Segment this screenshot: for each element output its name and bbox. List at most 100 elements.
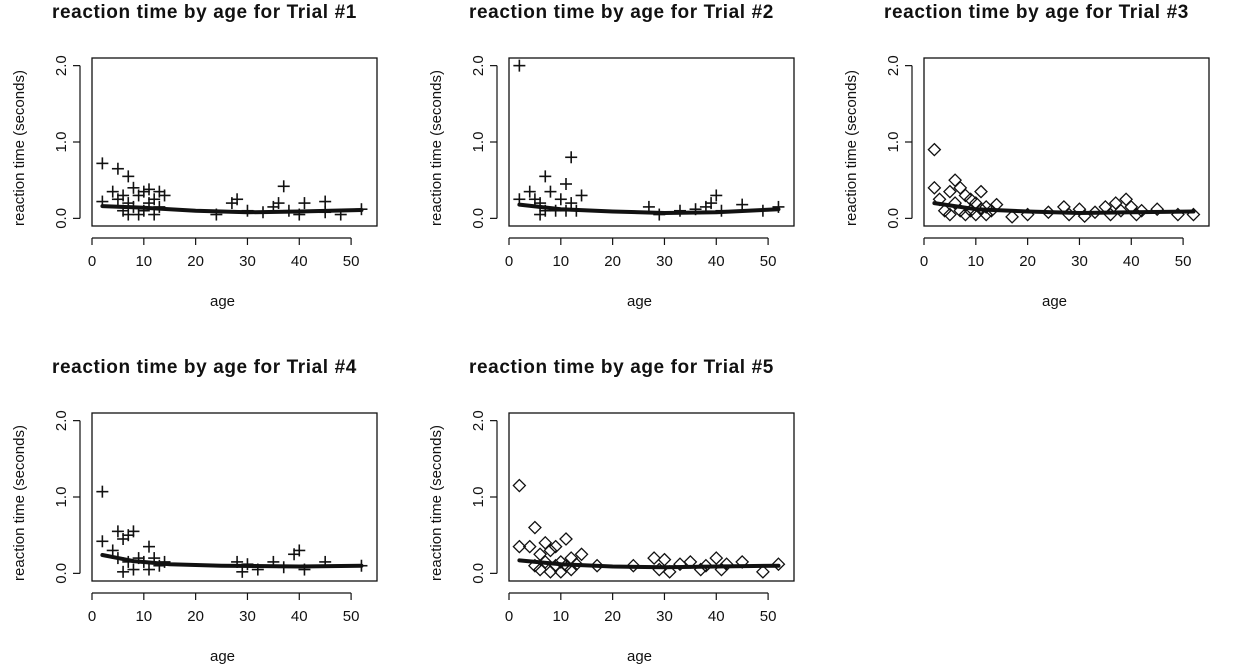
y-axis-label: reaction time (seconds) [11,425,28,581]
x-tick-label: 0 [88,253,96,270]
x-tick-label: 30 [1071,253,1088,270]
data-point [647,551,662,566]
data-point [127,563,140,576]
x-tick-label: 40 [1123,253,1140,270]
x-axis-label: age [627,648,652,664]
data-point [523,185,536,198]
data-point [565,151,578,164]
x-tick-label: 0 [88,608,96,625]
y-tick-label: 1.0 [470,487,487,508]
data-point [127,525,140,538]
x-tick-label: 20 [187,253,204,270]
y-tick-label: 0.0 [470,208,487,229]
data-point [554,193,567,206]
x-tick-label: 0 [505,253,513,270]
data-point [564,562,579,577]
x-tick-label: 30 [239,253,256,270]
y-tick-label: 2.0 [885,55,902,76]
x-tick-label: 40 [291,608,308,625]
data-point [143,183,155,196]
data-point [559,532,573,546]
x-axis-label: age [627,293,652,310]
data-point [565,197,578,210]
y-tick-label: 2.0 [470,55,487,76]
y-tick-label: 2.0 [470,410,487,431]
x-tick-label: 50 [343,253,360,270]
x-axis-label: age [210,648,235,664]
chart-panel-3: reaction time by age for Trial #3 0 10 20 30… [843,2,1210,310]
x-tick-label: 10 [135,253,152,270]
x-tick-label: 30 [239,608,256,625]
data-point [574,547,589,562]
data-point [569,557,584,572]
chart-panel-4: reaction time by age for Trial #4 0 10 20 30… [11,357,378,664]
data-point [927,180,942,195]
data-point [948,173,963,188]
data-point [538,554,553,569]
data-point [522,539,537,554]
y-tick-label: 0.0 [53,563,70,584]
plot-frame [91,57,378,227]
data-point [771,557,786,572]
data-point [143,563,155,576]
data-point [512,478,527,493]
x-tick-label: 20 [187,608,204,625]
y-axis-label: reaction time (seconds) [11,70,28,226]
y-tick-label: 0.0 [53,208,70,229]
data-point [148,193,161,206]
y-tick-label: 1.0 [53,132,70,153]
data-point [127,181,140,194]
data-point [662,564,677,579]
plot-frame [91,412,378,582]
data-point [698,558,713,573]
data-point [709,551,724,566]
data-point [527,520,542,535]
data-point [548,539,563,554]
x-tick-label: 10 [552,608,569,625]
data-point [958,188,973,203]
data-point [942,184,957,199]
chart-title: reaction time by age for Trial #3 [884,2,1189,23]
x-tick-label: 30 [656,608,673,625]
data-point [539,170,552,183]
data-point [674,204,686,217]
x-tick-label: 40 [291,253,308,270]
data-point [575,189,588,202]
data-point [111,525,124,538]
y-tick-label: 1.0 [470,132,487,153]
chart-title: reaction time by age for Trial #5 [469,357,774,378]
y-axis-label: reaction time (seconds) [428,70,445,226]
data-point [106,544,119,557]
data-point [272,197,285,210]
data-point [543,543,558,558]
data-point [719,557,734,572]
data-point [1088,205,1102,220]
data-point [937,203,952,218]
y-tick-label: 1.0 [53,487,70,508]
data-point [96,157,109,170]
data-point [560,178,572,190]
trend-line [517,558,781,570]
data-point [117,565,130,578]
x-axis-label: age [1042,293,1067,310]
data-point [513,59,526,72]
data-point [1150,202,1165,217]
plot-frame [508,57,795,227]
data-point [298,197,311,210]
data-point [137,185,150,198]
chart-title: reaction time by age for Trial #4 [52,357,357,378]
y-tick-label: 1.0 [885,132,902,153]
data-point [96,535,109,548]
data-point [96,485,109,498]
x-tick-label: 50 [1175,253,1192,270]
trend-line [517,202,781,215]
data-point [143,540,155,553]
y-tick-label: 0.0 [885,208,902,229]
data-point [111,162,124,175]
data-point [1113,203,1128,218]
y-tick-label: 2.0 [53,55,70,76]
data-point [231,193,244,206]
x-tick-label: 40 [708,608,725,625]
